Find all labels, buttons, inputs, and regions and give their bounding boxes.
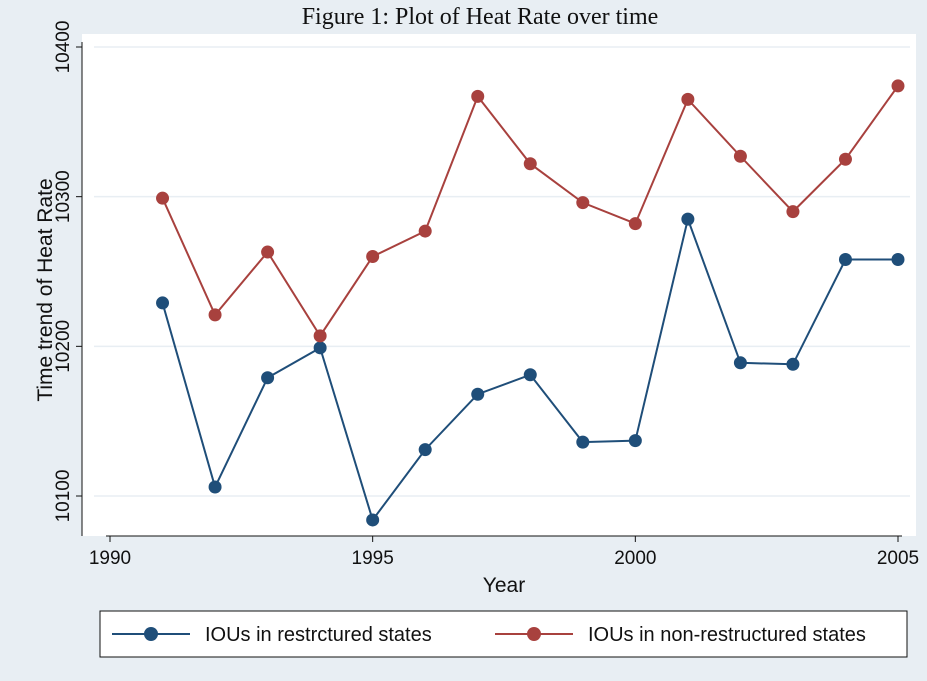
y-tick-label: 10400 <box>53 21 74 74</box>
data-point <box>208 308 222 322</box>
x-tick-label: 1990 <box>89 548 131 569</box>
grid-lines <box>94 46 910 497</box>
x-tick-label: 2005 <box>877 548 919 569</box>
data-point <box>366 250 380 264</box>
data-point <box>261 371 275 385</box>
data-point <box>208 480 222 494</box>
data-point <box>576 196 590 210</box>
legend-marker-non-restructured <box>527 627 541 641</box>
data-point <box>786 357 800 371</box>
data-point <box>156 296 170 310</box>
x-axis-label: Year <box>483 574 525 597</box>
data-point <box>313 329 327 343</box>
data-point <box>838 253 852 267</box>
data-point <box>838 152 852 166</box>
data-point <box>313 341 327 355</box>
data-point <box>261 245 275 259</box>
legend-marker-restructured <box>144 627 158 641</box>
data-point <box>471 89 485 103</box>
legend-entry-non-restructured: IOUs in non-restructured states <box>588 624 866 646</box>
axes: 10100 10200 10300 10400 1990 1995 2000 2005 <box>53 21 919 569</box>
data-point <box>576 435 590 449</box>
data-point <box>891 79 905 93</box>
data-point <box>523 157 537 171</box>
x-tick-label: 2000 <box>614 548 656 569</box>
y-tick-label: 10200 <box>53 320 74 373</box>
series-0 <box>156 212 905 527</box>
legend-entry-restructured: IOUs in restrctured states <box>205 624 432 646</box>
data-point <box>471 387 485 401</box>
data-point <box>418 443 432 457</box>
legend: IOUs in restrctured states IOUs in non-r… <box>99 610 908 658</box>
data-point <box>681 212 695 226</box>
plot-area <box>82 34 916 536</box>
y-tick-label: 10300 <box>53 170 74 223</box>
data-point <box>418 224 432 238</box>
data-point <box>733 149 747 163</box>
data-point <box>681 92 695 106</box>
data-point <box>628 217 642 231</box>
data-point <box>891 253 905 267</box>
data-point <box>628 434 642 448</box>
chart-title: Figure 1: Plot of Heat Rate over time <box>302 4 659 30</box>
data-point <box>523 368 537 382</box>
y-axis-label: Time trend of Heat Rate <box>34 178 57 401</box>
data-point <box>786 205 800 219</box>
x-tick-label: 1995 <box>352 548 394 569</box>
series <box>156 79 905 527</box>
y-tick-label: 10100 <box>53 470 74 523</box>
series-1 <box>156 79 905 343</box>
data-point <box>733 356 747 370</box>
data-point <box>156 191 170 205</box>
data-point <box>366 513 380 527</box>
